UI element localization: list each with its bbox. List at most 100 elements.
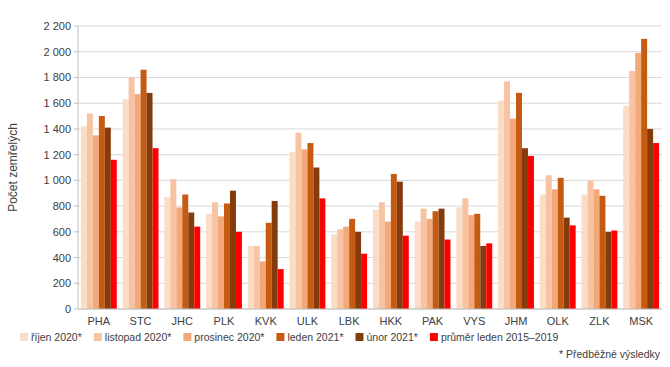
category-label: KVK bbox=[255, 315, 278, 327]
bar bbox=[260, 261, 266, 309]
bar bbox=[361, 254, 367, 309]
bar bbox=[135, 94, 141, 309]
bar bbox=[87, 113, 93, 309]
bar bbox=[421, 209, 427, 309]
bar bbox=[170, 179, 176, 309]
bar bbox=[456, 207, 462, 309]
bar bbox=[188, 213, 194, 309]
bar bbox=[153, 148, 159, 309]
bar bbox=[123, 99, 129, 309]
bar bbox=[564, 218, 570, 309]
bar bbox=[331, 234, 337, 309]
bar bbox=[462, 198, 468, 309]
bar bbox=[289, 152, 295, 309]
tick-label: 2 200 bbox=[43, 20, 71, 32]
bar bbox=[337, 229, 343, 309]
tick-mark bbox=[74, 309, 78, 310]
category-label: ZLK bbox=[589, 315, 610, 327]
tick-mark bbox=[74, 206, 78, 207]
bar bbox=[623, 106, 629, 309]
x-axis bbox=[78, 309, 662, 310]
bar bbox=[504, 81, 510, 309]
bar bbox=[349, 219, 355, 309]
bar bbox=[403, 236, 409, 309]
bar bbox=[427, 219, 433, 309]
bar bbox=[236, 232, 242, 309]
grid-line bbox=[78, 26, 662, 27]
legend-swatch bbox=[355, 333, 363, 341]
bar bbox=[653, 143, 659, 309]
grid-line bbox=[78, 51, 662, 52]
tick-mark bbox=[74, 180, 78, 181]
bar bbox=[105, 128, 111, 309]
bar bbox=[510, 119, 516, 309]
bar bbox=[546, 175, 552, 309]
y-axis bbox=[78, 26, 79, 309]
tick-mark bbox=[74, 257, 78, 258]
bar bbox=[587, 180, 593, 309]
legend-swatch bbox=[94, 333, 102, 341]
bar bbox=[266, 223, 272, 309]
grid-line bbox=[78, 77, 662, 78]
bar bbox=[93, 135, 99, 309]
bar bbox=[516, 93, 522, 309]
tick-mark bbox=[74, 154, 78, 155]
legend-label: prosinec 2020* bbox=[194, 331, 264, 343]
bar bbox=[248, 246, 254, 309]
bar bbox=[468, 215, 474, 309]
bar bbox=[373, 210, 379, 309]
annotation: * Předběžné výsledky bbox=[559, 348, 661, 360]
tick-label: 600 bbox=[53, 226, 71, 238]
bar bbox=[540, 195, 546, 309]
grid bbox=[74, 26, 662, 309]
bar bbox=[307, 143, 313, 309]
tick-mark bbox=[74, 283, 78, 284]
tick-label: 2 000 bbox=[43, 46, 71, 58]
bar bbox=[194, 227, 200, 309]
grid-line bbox=[78, 154, 662, 155]
grid-line bbox=[78, 128, 662, 129]
bar bbox=[212, 202, 218, 309]
tick-label: 1 000 bbox=[43, 174, 71, 186]
legend-swatch bbox=[276, 333, 284, 341]
bar bbox=[355, 232, 361, 309]
grid-line bbox=[78, 103, 662, 104]
legend-label: listopad 2020* bbox=[105, 331, 172, 343]
legend-swatch bbox=[20, 333, 28, 341]
legend-label: únor 2021* bbox=[366, 331, 417, 343]
bar bbox=[599, 196, 605, 309]
bars bbox=[81, 39, 659, 309]
bar bbox=[385, 222, 391, 309]
category-label: ULK bbox=[297, 315, 319, 327]
grid-line bbox=[78, 309, 662, 310]
category-label: JHC bbox=[172, 315, 193, 327]
bar bbox=[498, 101, 504, 309]
bar bbox=[474, 214, 480, 309]
bar bbox=[206, 214, 212, 309]
category-label: PHA bbox=[88, 315, 111, 327]
bar bbox=[439, 209, 445, 309]
bar bbox=[391, 174, 397, 309]
bar bbox=[433, 211, 439, 309]
bar bbox=[164, 197, 170, 309]
category-label: STC bbox=[130, 315, 152, 327]
bar bbox=[635, 53, 641, 309]
bar bbox=[558, 178, 564, 309]
bar bbox=[611, 231, 617, 309]
bar bbox=[301, 149, 307, 309]
tick-mark bbox=[74, 231, 78, 232]
bar bbox=[552, 189, 558, 309]
bar bbox=[230, 191, 236, 309]
category-label: PLK bbox=[214, 315, 235, 327]
axis-title: Počet zemřelých bbox=[6, 123, 20, 212]
tick-mark bbox=[74, 103, 78, 104]
bar bbox=[647, 129, 653, 309]
bar bbox=[218, 216, 224, 309]
bar bbox=[629, 71, 635, 309]
bar bbox=[176, 207, 182, 309]
legend: říjen 2020*listopad 2020*prosinec 2020*l… bbox=[20, 331, 558, 343]
bar bbox=[343, 227, 349, 309]
legend-label: leden 2021* bbox=[287, 331, 343, 343]
bar bbox=[379, 202, 385, 309]
bar bbox=[522, 148, 528, 309]
